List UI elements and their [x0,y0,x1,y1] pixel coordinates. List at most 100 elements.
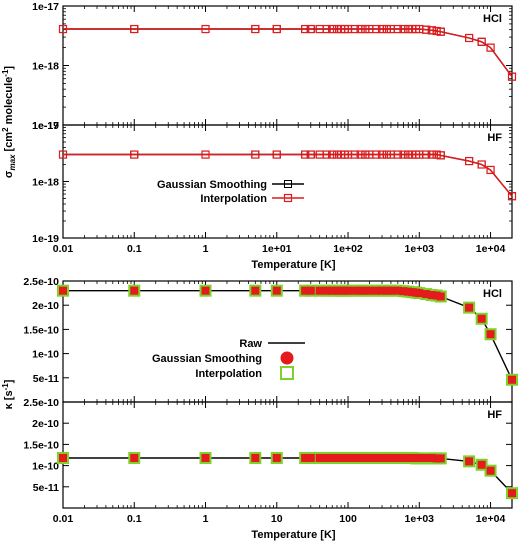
gaussian-smoothing-point [328,286,337,295]
gaussian-smoothing-point [332,286,341,295]
interpolation-point [377,24,387,34]
interpolation-point [382,150,391,159]
interpolation-point [361,24,370,34]
interpolation-point [486,43,495,52]
plot-frame [62,124,513,239]
interpolation-point [322,150,331,159]
gaussian-smoothing-point [361,453,370,462]
interpolation-point [372,24,381,34]
gaussian-smoothing-point [427,453,436,462]
interpolation-point [427,150,436,159]
gaussian-smoothing-point [386,453,395,462]
interpolation-point [306,150,315,159]
series-interpolation-line [63,28,513,78]
gaussian-smoothing-point [382,453,391,462]
x-tick-label: 100 [339,513,357,525]
legend-marker [283,193,293,203]
x-tick-label: 1e+01 [262,243,292,255]
y-tick-label: 5e-11 [33,373,59,385]
interpolation-point [201,24,210,34]
gaussian-smoothing-point [344,453,353,462]
gaussian-smoothing-point [465,303,474,312]
gaussian-smoothing-point [315,453,324,462]
y-tick-label: 1e-19 [32,120,59,132]
gaussian-smoothing-point [508,375,516,384]
x-tick-label: 1 [203,243,209,255]
interpolation-point [404,150,413,159]
interpolation-point [436,27,445,36]
legend-2: Raw Gaussian Smoothing Interpolation [152,338,305,380]
interpolation-point [58,150,68,159]
gaussian-smoothing-point [427,291,436,300]
gaussian-smoothing-point [465,457,474,466]
y-tick-label: 1.5e-10 [23,439,59,451]
gaussian-smoothing-point [251,286,260,295]
gaussian-smoothing-point [201,286,210,295]
x-axis-label: Temperature [K] [251,529,335,541]
interpolation-point [58,24,68,34]
panel-tag: HF [487,132,502,144]
gaussian-smoothing-point [356,453,365,462]
y-tick-label: 1.5e-10 [23,324,59,336]
gaussian-smoothing-point [322,453,331,462]
chart-1: 1e-19 1e-18 1e-17 HCl 1e-19 1e-18 1e-17 HF 0.01 0… [1,1,517,271]
gaussian-smoothing-point [393,286,402,295]
y-tick-label: 2.5e-10 [23,397,59,409]
panel-hcl-1: 1e-19 1e-18 1e-17 HCl [32,1,517,132]
x-tick-label: 0.1 [127,243,142,255]
gaussian-smoothing-point [422,453,431,462]
gaussian-smoothing-point [372,286,381,295]
interpolation-point [399,150,408,159]
gaussian-smoothing-point [432,291,441,300]
interpolation-point [251,150,260,159]
gaussian-smoothing-point [382,286,391,295]
gaussian-smoothing-point [436,454,445,463]
y-tick-label: 1e-17 [32,1,59,13]
legend-marker [280,351,294,365]
x-tick-label: 1 [203,513,209,525]
gaussian-smoothing-point [306,286,315,295]
interpolation-point [432,26,441,36]
interpolation-point [393,150,402,159]
gaussian-smoothing-point [301,453,310,462]
interpolation-point [464,33,474,43]
interpolation-point [427,26,436,35]
panel-hf-1: 1e-19 1e-18 1e-17 HF [32,120,517,245]
interpolation-point [332,150,342,159]
interpolation-point [377,150,387,159]
y-tick-label: 2e-10 [32,300,59,312]
interpolation-point [332,24,342,34]
panel-tag: HF [487,409,502,421]
gaussian-smoothing-point [272,453,281,462]
x-tick-label: 1e+02 [333,243,363,255]
interpolation-point [356,24,365,34]
series-interpolation-line [63,153,513,197]
y-tick-label: 1e-10 [32,349,59,361]
interpolation-point [507,72,517,81]
gaussian-smoothing-point [415,289,424,298]
y-tick-label: 1e-18 [32,177,59,189]
x-tick-label: 1e+04 [476,513,506,525]
gaussian-smoothing-point [59,453,67,462]
gaussian-smoothing-point [486,466,495,475]
gaussian-smoothing-point [404,453,413,462]
interpolation-point [422,25,431,34]
y-tick-label: 1e-19 [32,233,59,245]
x-tick-label: 1e+03 [405,513,435,525]
x-tick-label: 0.01 [53,243,74,255]
gaussian-smoothing-point [486,330,495,339]
gaussian-smoothing-point [508,489,516,498]
interpolation-point [432,150,441,159]
x-tick-label: 1e+03 [405,243,435,255]
gaussian-smoothing-point [378,453,387,462]
gaussian-smoothing-point [386,286,395,295]
chart-2: 5e-11 1e-10 1.5e-10 2e-10 2.5e-10 HCl 5e-11 1e-… [1,276,518,541]
y-tick-label: 1e-17 [32,120,59,132]
plot-frame [62,5,513,126]
gaussian-smoothing-point [315,286,324,295]
interpolation-point [306,24,315,34]
y-axis-label: κ [s-1] [1,379,15,409]
legend-label: Gaussian Smoothing [157,179,267,191]
interpolation-point [507,192,517,201]
interpolation-point [350,150,360,159]
